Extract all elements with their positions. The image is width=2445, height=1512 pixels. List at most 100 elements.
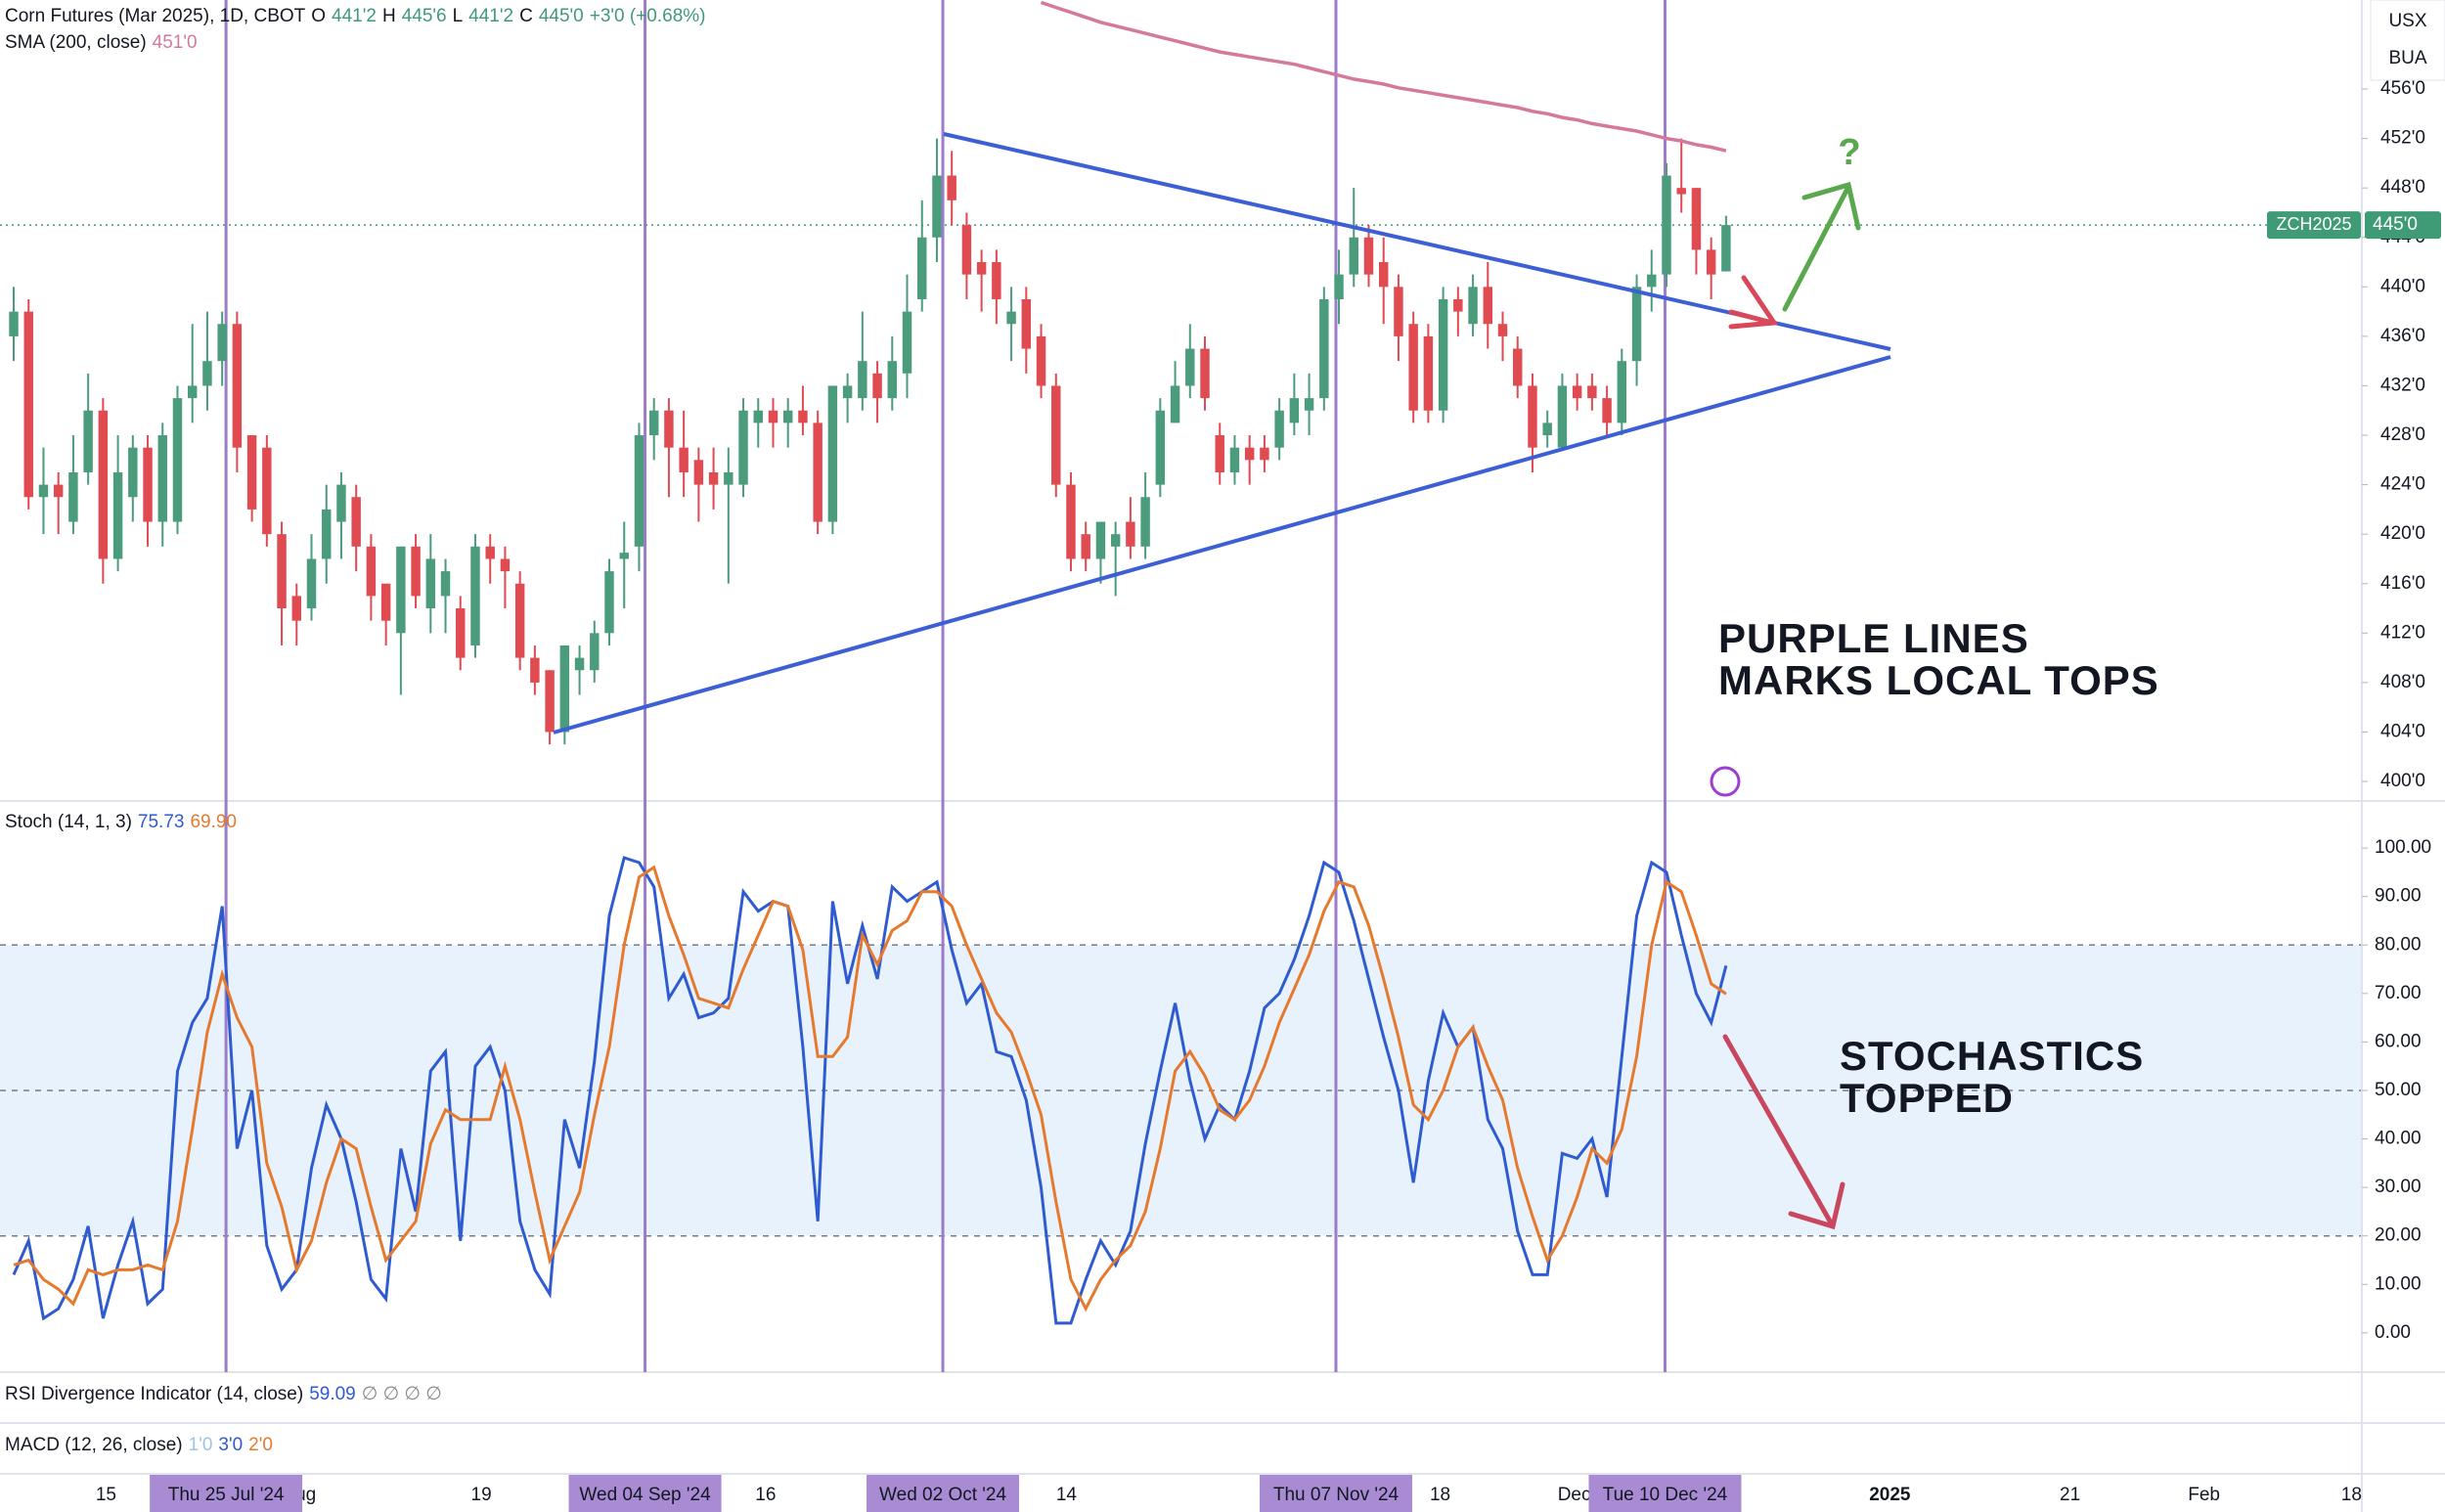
candle-body (858, 361, 867, 399)
candle-body (708, 471, 719, 485)
date-highlight-label: Thu 25 Jul '24 (168, 1485, 285, 1505)
candle-body (1587, 385, 1597, 399)
candle-body (98, 410, 109, 559)
legend-text: MACD (12, 26, close) (5, 1435, 183, 1455)
candle-body (246, 435, 257, 510)
candle-body (425, 558, 436, 609)
candle-body (1066, 484, 1076, 559)
legend-text: O (311, 6, 327, 26)
corner-label[interactable]: BUA (2388, 48, 2426, 68)
arrow-head (1801, 181, 1861, 231)
candle-body (1155, 410, 1166, 485)
candle-body (411, 546, 421, 597)
corner-box[interactable] (2370, 0, 2445, 81)
legend-text: ∅ ∅ ∅ ∅ (361, 1384, 442, 1404)
legend-text: L (452, 6, 464, 26)
y-tick-label: 50.00 (2375, 1080, 2422, 1100)
y-tick-label: 404'0 (2380, 721, 2425, 741)
y-tick-label: 436'0 (2380, 326, 2425, 346)
x-tick-label: 15 (96, 1485, 116, 1505)
legend-text: 2'0 (248, 1435, 273, 1455)
legend-row: SMA (200, close) 451'0 (5, 32, 203, 54)
y-tick-label: 432'0 (2380, 375, 2425, 395)
candle-body (604, 571, 614, 634)
candle-body (887, 361, 898, 399)
candle-body (1691, 188, 1702, 250)
red-arrow (1728, 275, 1779, 330)
legend-text: 3'0 (218, 1435, 244, 1455)
y-tick-label: 60.00 (2375, 1031, 2422, 1051)
y-tick-label: 100.00 (2375, 837, 2431, 858)
candle-body (679, 447, 689, 472)
legend-text: Stoch (14, 1, 3) (5, 812, 132, 832)
legend-text: 1'0 (188, 1435, 213, 1455)
candle-body (470, 546, 480, 645)
candle-body (440, 571, 451, 597)
candle-body (1483, 287, 1493, 325)
stoch-arrow (1722, 1034, 1845, 1230)
candle-body (396, 546, 406, 634)
y-tick-label: 408'0 (2380, 672, 2425, 692)
annotation-text: MARKS LOCAL TOPS (1718, 657, 2159, 703)
stoch-line (13, 865, 1727, 1312)
candle-body (1244, 447, 1255, 461)
last-price-name-tag (2267, 211, 2361, 240)
corner-label[interactable]: USX (2388, 11, 2426, 31)
y-tick-label: 416'0 (2380, 573, 2425, 594)
candle-body (902, 311, 912, 374)
candle-body (53, 484, 64, 498)
candle-body (1110, 534, 1121, 547)
x-tick-label: 16 (755, 1485, 776, 1505)
date-highlight (568, 1475, 722, 1512)
legend-text: +3'0 (+0.68%) (589, 6, 706, 26)
candle-body (724, 471, 734, 485)
candle-body (1140, 497, 1150, 547)
candle-body (917, 237, 927, 299)
candle-body (262, 447, 272, 535)
candle-body (1185, 348, 1195, 386)
candle-body (1378, 262, 1389, 288)
legend-text: RSI Divergence Indicator (14, close) (5, 1384, 304, 1404)
date-highlight-label: Wed 04 Sep '24 (579, 1485, 711, 1505)
candle-body (1497, 324, 1508, 336)
candle-body (1394, 287, 1403, 336)
candle-body (514, 583, 525, 658)
candle-body (1513, 348, 1523, 386)
candle-body (1229, 447, 1240, 472)
candle-body (351, 497, 361, 547)
candle-body (648, 410, 659, 436)
legend-row: RSI Divergence Indicator (14, close) 59.0… (5, 1383, 448, 1405)
candle-body (1542, 422, 1552, 436)
annotation-text: PURPLE LINES (1718, 615, 2029, 661)
y-tick-label: 440'0 (2380, 276, 2425, 296)
y-tick-label: 400'0 (2380, 771, 2425, 791)
candle-body (574, 657, 585, 671)
candle-body (1215, 435, 1224, 472)
last-price-name: ZCH2025 (2276, 214, 2351, 234)
candle-body (664, 410, 674, 448)
event-icon[interactable] (1710, 766, 1741, 797)
candle-body (366, 546, 377, 597)
y-tick-label: 40.00 (2375, 1129, 2422, 1149)
candle-body (1572, 385, 1582, 399)
candle-body (976, 262, 987, 275)
arrow-head (1728, 275, 1779, 330)
candle-body (187, 385, 198, 399)
date-highlight (867, 1475, 1020, 1512)
candle-body (842, 385, 853, 399)
legend-text: 445'6 (401, 6, 447, 26)
x-tick-label: Dec (1558, 1485, 1591, 1505)
candle-body (1006, 311, 1016, 325)
candle-body (1319, 298, 1329, 399)
date-highlight (150, 1475, 303, 1512)
last-price-label: 445'0 (2373, 214, 2418, 235)
y-tick-label: 90.00 (2375, 886, 2422, 907)
candle-body (9, 311, 19, 336)
candle-body (1081, 534, 1090, 559)
legend-text: Corn Futures (Mar 2025), 1D, CBOT (5, 6, 306, 26)
candle-body (291, 596, 302, 621)
candle-body (782, 410, 793, 423)
candle-body (1349, 237, 1358, 275)
